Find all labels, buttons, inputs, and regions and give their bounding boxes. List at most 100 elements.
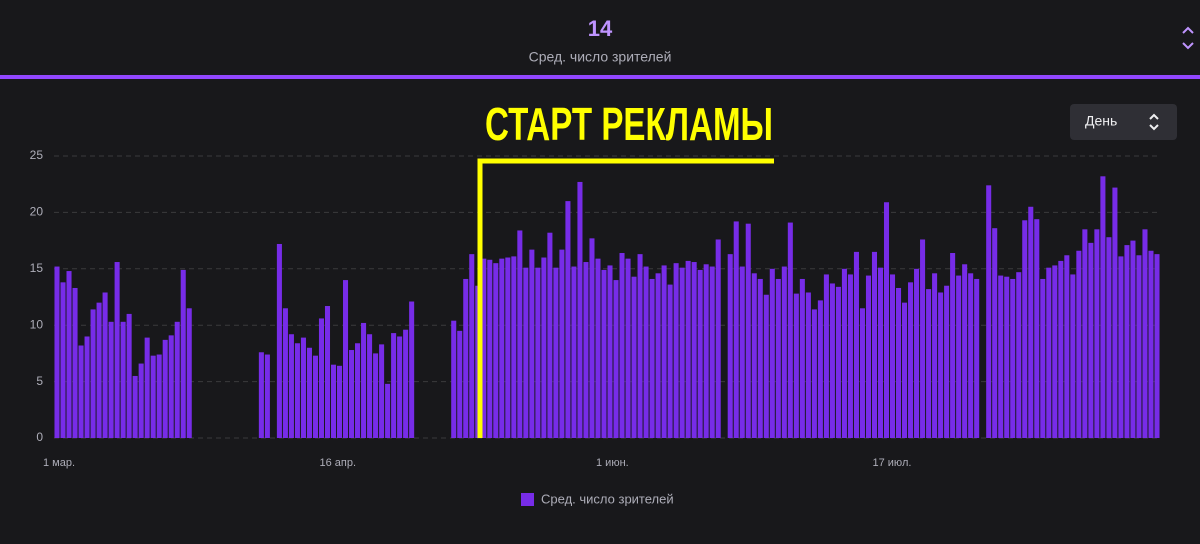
bar [1130,240,1136,438]
bar [932,273,938,438]
bar [108,321,114,438]
bar [889,274,896,438]
bar [986,185,992,438]
y-tick-label: 10 [30,317,44,331]
bar [805,292,811,438]
bar [1106,237,1112,438]
bar [264,354,270,438]
bar [920,239,926,438]
bar [324,306,331,438]
bar [998,275,1004,438]
bar [282,308,288,438]
y-tick-label: 15 [30,261,44,275]
bar [156,354,162,438]
bar [463,278,469,438]
bar [1142,229,1148,438]
annotation: СТАРТ РЕКЛАМЫ [485,98,773,150]
bar [120,321,126,438]
annotation-bracket [477,158,774,438]
bar [1040,278,1046,438]
y-tick-label: 0 [36,430,43,444]
dropdown-label[interactable]: День [1085,113,1117,129]
bar [451,320,457,438]
bar [186,308,192,438]
bar [757,278,763,438]
bar [162,339,168,438]
bar [132,375,138,438]
x-tick-label: 16 апр. [320,457,357,469]
bar [709,266,715,438]
bar [343,280,349,438]
y-tick-label: 25 [30,148,44,162]
bar [595,258,601,438]
bar [96,302,102,438]
bar [469,254,475,438]
bar [956,275,962,438]
bar [1034,219,1040,438]
bar [589,238,595,438]
bar [403,329,409,438]
bar [1064,255,1070,438]
bar [457,330,463,438]
bar [258,352,264,438]
bar [330,364,337,438]
bar [1148,250,1154,438]
bar [607,265,613,438]
bar [673,263,679,438]
bar [883,202,890,438]
bar [992,228,998,438]
x-tick-label: 1 июн. [596,457,629,469]
bar [944,285,950,438]
bar [637,254,643,438]
bar [902,302,908,438]
bar [180,269,186,438]
bar [649,278,655,438]
bar [853,251,859,438]
bar [66,271,72,438]
bar [1094,229,1100,438]
bar [306,347,312,438]
bar [300,337,306,438]
bar [60,282,66,438]
bar [667,284,673,438]
bar [727,254,733,438]
bar [547,232,553,438]
y-tick-label: 20 [30,205,44,219]
bar [739,266,745,438]
bar [1070,274,1076,438]
bar [72,287,78,438]
bar [288,334,294,438]
bar [655,273,661,438]
bar [781,266,787,438]
bar [1016,272,1022,438]
bar [517,230,523,438]
bar [409,301,415,438]
bar [355,343,361,438]
bar [631,276,637,438]
bar [276,243,282,438]
bar [1154,254,1160,438]
bar [847,274,853,438]
active-underline [0,75,1200,79]
bar [745,223,751,438]
bar [1082,229,1088,438]
bar [150,355,156,438]
bar [679,267,685,438]
dropdown-box[interactable] [1070,104,1177,140]
bar [950,253,956,438]
bar [385,383,391,438]
bar [90,309,96,438]
bar [1124,245,1130,438]
y-tick-label: 5 [36,374,43,388]
bar [763,294,769,438]
interval-dropdown[interactable]: День [1070,104,1177,140]
bar [769,268,775,438]
bar [102,292,108,438]
bar [84,336,90,438]
bar [1046,267,1052,438]
bar [938,292,944,438]
metric-switch[interactable] [1182,26,1194,50]
bar [733,221,739,438]
bar [583,262,589,438]
bar [373,353,379,438]
